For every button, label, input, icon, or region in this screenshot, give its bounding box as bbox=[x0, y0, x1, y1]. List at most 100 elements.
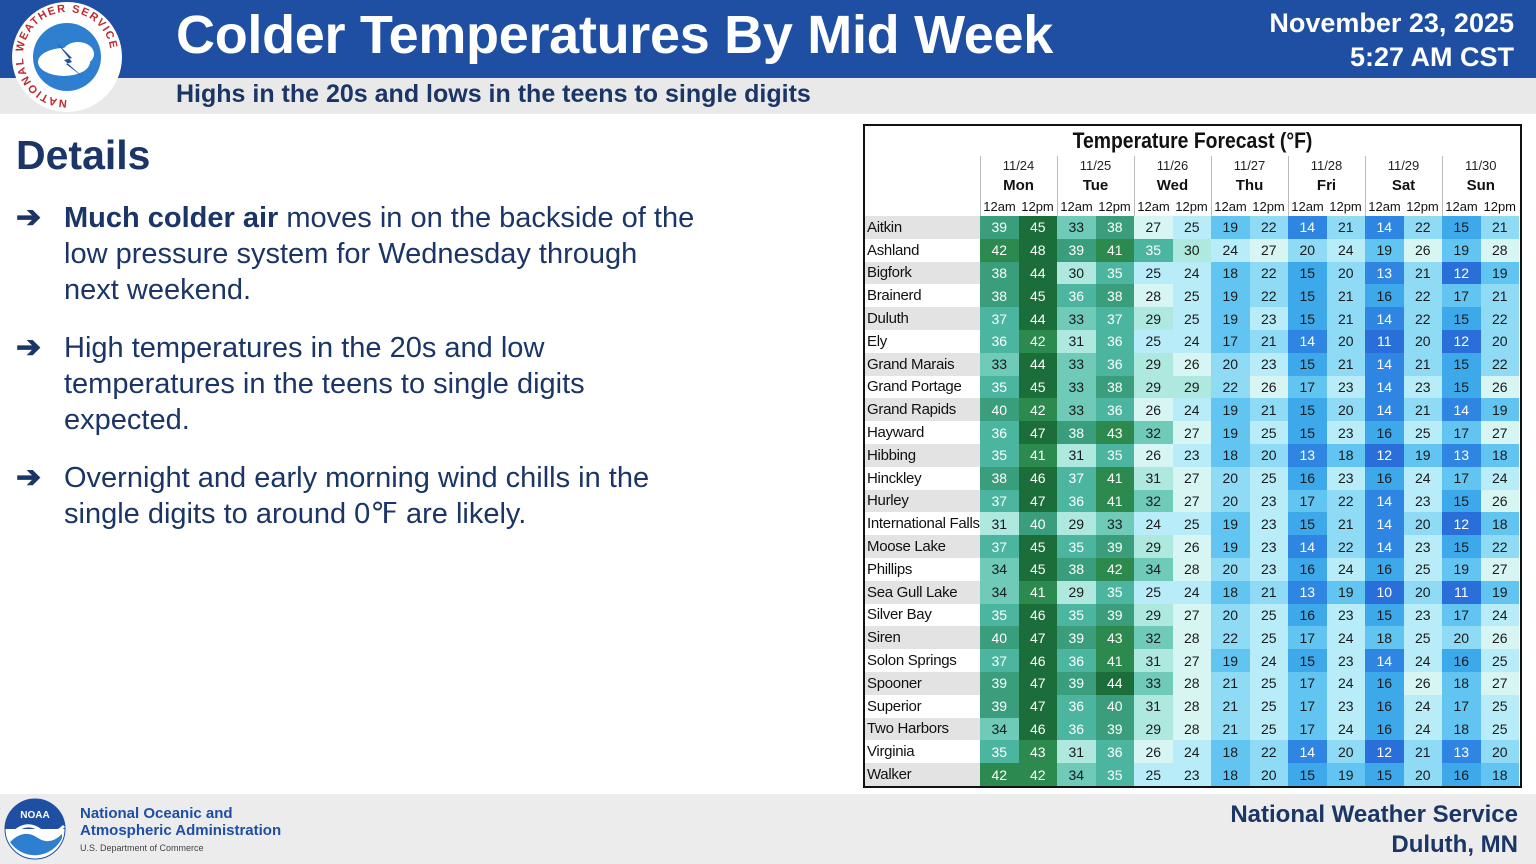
temperature-cell: 16 bbox=[1288, 557, 1327, 581]
temperature-cell: 26 bbox=[1480, 626, 1519, 650]
location-name: Duluth bbox=[865, 307, 980, 330]
table-row: International Falls 31 40 29 33 24 25 19 23 15 21 1… bbox=[865, 512, 1519, 536]
temperature-cell: 47 bbox=[1018, 421, 1057, 444]
temperature-cell: 21 bbox=[1326, 352, 1365, 376]
temperature-cell: 39 bbox=[1057, 238, 1096, 262]
temperature-cell: 17 bbox=[1288, 671, 1327, 695]
table-row: Virginia 35 43 31 36 26 24 18 22 14 20 12 21 13 20 bbox=[865, 740, 1519, 764]
arrow-right-icon: ➔ bbox=[16, 201, 42, 234]
temperature-cell: 19 bbox=[1326, 763, 1365, 786]
temperature-cell: 14 bbox=[1365, 649, 1404, 672]
temperature-cell: 37 bbox=[980, 489, 1019, 513]
location-name: Hurley bbox=[865, 489, 980, 513]
temperature-cell: 25 bbox=[1249, 466, 1288, 490]
time-header: 12pm bbox=[1175, 198, 1208, 214]
temperature-cell: 30 bbox=[1057, 261, 1096, 285]
temperature-cell: 23 bbox=[1326, 375, 1365, 399]
temperature-cell: 23 bbox=[1403, 489, 1442, 513]
temperature-cell: 27 bbox=[1480, 671, 1519, 695]
temperature-cell: 21 bbox=[1211, 671, 1250, 695]
temperature-cell: 46 bbox=[1018, 649, 1057, 672]
table-row: Grand Marais 33 44 33 36 29 26 20 23 15 21 14 21 15 22 bbox=[865, 352, 1519, 376]
temperature-cell: 27 bbox=[1480, 421, 1519, 444]
temperature-cell: 18 bbox=[1365, 626, 1404, 650]
temperature-cell: 15 bbox=[1288, 307, 1327, 330]
location-name: Ely bbox=[865, 329, 980, 353]
temperature-cell: 23 bbox=[1326, 466, 1365, 490]
temperature-cell: 23 bbox=[1249, 512, 1288, 536]
temperature-cell: 33 bbox=[1057, 352, 1096, 376]
temperature-cell: 20 bbox=[1480, 740, 1519, 764]
temperature-cell: 16 bbox=[1365, 671, 1404, 695]
temperature-cell: 31 bbox=[1057, 329, 1096, 353]
temperature-cell: 27 bbox=[1172, 421, 1211, 444]
table-row: Brainerd 38 45 36 38 28 25 19 22 15 21 16 22 17 21 bbox=[865, 284, 1519, 308]
table-row: Superior 39 47 36 40 31 28 21 25 17 23 16 24 17 25 bbox=[865, 694, 1519, 718]
temperature-cell: 34 bbox=[980, 580, 1019, 604]
temperature-cell: 18 bbox=[1442, 717, 1481, 741]
temperature-cell: 23 bbox=[1249, 307, 1288, 330]
bullet-item: ➔ Overnight and early morning wind chill… bbox=[16, 460, 696, 532]
temperature-cell: 19 bbox=[1211, 512, 1250, 536]
temperature-cell: 15 bbox=[1288, 512, 1327, 536]
temperature-cell: 15 bbox=[1442, 535, 1481, 558]
temperature-cell: 24 bbox=[1403, 649, 1442, 672]
temperature-cell: 14 bbox=[1365, 535, 1404, 558]
details-bullet-list: ➔ Much colder air moves in on the backsi… bbox=[16, 200, 696, 554]
temperature-cell: 17 bbox=[1442, 694, 1481, 718]
temperature-cell: 18 bbox=[1480, 763, 1519, 786]
temperature-cell: 32 bbox=[1134, 626, 1173, 650]
temperature-cell: 33 bbox=[1057, 307, 1096, 330]
temperature-cell: 19 bbox=[1480, 580, 1519, 604]
temperature-cell: 39 bbox=[1095, 535, 1134, 558]
temperature-cell: 16 bbox=[1365, 557, 1404, 581]
nws-office-location: Duluth, MN bbox=[1391, 831, 1518, 858]
temperature-cell: 18 bbox=[1211, 580, 1250, 604]
temperature-cell: 14 bbox=[1288, 535, 1327, 558]
location-name: Hinckley bbox=[865, 466, 980, 490]
noaa-logo-text: NOAA bbox=[20, 810, 49, 821]
temperature-cell: 29 bbox=[1134, 535, 1173, 558]
temperature-cell: 36 bbox=[980, 421, 1019, 444]
table-row: Siren 40 47 39 43 32 28 22 25 17 24 18 25 20 26 bbox=[865, 626, 1519, 650]
location-name: Grand Portage bbox=[865, 375, 980, 399]
temperature-cell: 18 bbox=[1211, 740, 1250, 764]
temperature-cell: 29 bbox=[1134, 352, 1173, 376]
temperature-cell: 38 bbox=[1057, 557, 1096, 581]
temperature-cell: 13 bbox=[1442, 740, 1481, 764]
time-header: 12am bbox=[1210, 196, 1250, 216]
temperature-cell: 19 bbox=[1365, 238, 1404, 262]
temperature-cell: 21 bbox=[1249, 329, 1288, 353]
temperature-cell: 25 bbox=[1249, 603, 1288, 627]
temperature-cell: 37 bbox=[980, 649, 1019, 672]
temperature-cell: 17 bbox=[1211, 329, 1250, 353]
temperature-cell: 24 bbox=[1326, 238, 1365, 262]
temperature-cell: 41 bbox=[1095, 238, 1134, 262]
temperature-cell: 25 bbox=[1480, 717, 1519, 741]
header-band bbox=[0, 0, 1536, 78]
temperature-cell: 18 bbox=[1442, 671, 1481, 695]
temperature-cell: 22 bbox=[1326, 489, 1365, 513]
temperature-cell: 30 bbox=[1172, 238, 1211, 262]
temperature-cell: 29 bbox=[1134, 717, 1173, 741]
temperature-cell: 15 bbox=[1288, 421, 1327, 444]
temperature-cell: 36 bbox=[1057, 717, 1096, 741]
temperature-cell: 19 bbox=[1211, 307, 1250, 330]
table-row: Grand Rapids 40 42 33 36 26 24 19 21 15 20 14 21 14 19 bbox=[865, 398, 1519, 422]
temperature-cell: 43 bbox=[1018, 740, 1057, 764]
table-row: Phillips 34 45 38 42 34 28 20 23 16 24 16 25 19 27 bbox=[865, 557, 1519, 581]
day-date-header: 11/26 bbox=[1133, 156, 1211, 174]
temperature-cell: 25 bbox=[1134, 329, 1173, 353]
temperature-cell: 44 bbox=[1018, 352, 1057, 376]
forecast-grid: 11/24 11/25 11/26 11/27 11/28 11/29 11/30 Mon Tu… bbox=[865, 156, 1519, 786]
temperature-forecast-table: Temperature Forecast (°F) 11/24 11/25 11/2… bbox=[863, 124, 1522, 788]
temperature-cell: 20 bbox=[1326, 261, 1365, 285]
temperature-cell: 29 bbox=[1172, 375, 1211, 399]
temperature-cell: 12 bbox=[1442, 329, 1481, 353]
temperature-cell: 40 bbox=[980, 626, 1019, 650]
temperature-cell: 24 bbox=[1249, 649, 1288, 672]
header-corner bbox=[865, 174, 980, 196]
temperature-cell: 13 bbox=[1442, 443, 1481, 467]
time-header: 12am bbox=[1287, 196, 1327, 216]
temperature-cell: 36 bbox=[1057, 489, 1096, 513]
